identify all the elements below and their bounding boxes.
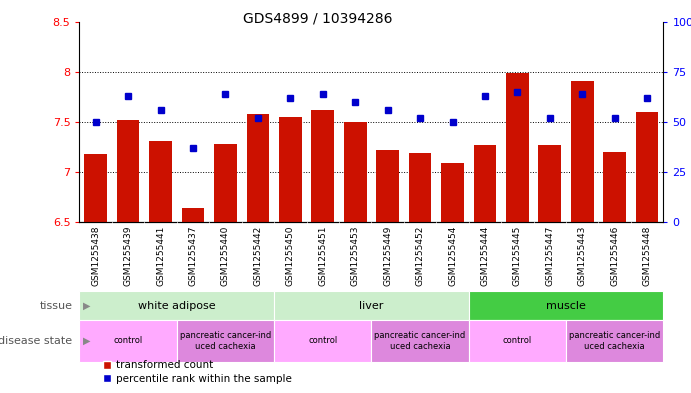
Text: muscle: muscle <box>546 301 586 310</box>
Text: ▶: ▶ <box>83 301 91 310</box>
Bar <box>117 120 140 222</box>
Text: GSM1255450: GSM1255450 <box>286 226 295 286</box>
Bar <box>377 150 399 222</box>
Text: GSM1255452: GSM1255452 <box>415 226 424 286</box>
Text: GSM1255453: GSM1255453 <box>351 226 360 286</box>
Text: control: control <box>113 336 143 345</box>
Bar <box>441 163 464 222</box>
Text: GSM1255443: GSM1255443 <box>578 226 587 286</box>
Bar <box>372 320 468 362</box>
Bar <box>84 154 107 222</box>
Legend: transformed count, percentile rank within the sample: transformed count, percentile rank withi… <box>99 356 296 388</box>
Bar <box>274 291 468 320</box>
Text: GSM1255445: GSM1255445 <box>513 226 522 286</box>
Text: control: control <box>503 336 532 345</box>
Text: GSM1255454: GSM1255454 <box>448 226 457 286</box>
Bar <box>177 320 274 362</box>
Text: GSM1255437: GSM1255437 <box>189 226 198 286</box>
Text: GSM1255451: GSM1255451 <box>319 226 328 286</box>
Text: pancreatic cancer-ind
uced cachexia: pancreatic cancer-ind uced cachexia <box>569 331 661 351</box>
Text: GSM1255439: GSM1255439 <box>124 226 133 286</box>
Bar <box>344 122 366 222</box>
Text: GSM1255448: GSM1255448 <box>643 226 652 286</box>
Text: GSM1255447: GSM1255447 <box>545 226 554 286</box>
Bar <box>566 320 663 362</box>
Bar <box>247 114 269 222</box>
Bar <box>538 145 561 222</box>
Bar <box>274 320 372 362</box>
Bar <box>312 110 334 222</box>
Bar <box>149 141 172 222</box>
Bar <box>506 73 529 222</box>
Text: GSM1255442: GSM1255442 <box>254 226 263 286</box>
Bar <box>571 81 594 222</box>
Bar <box>279 117 302 222</box>
Text: pancreatic cancer-ind
uced cachexia: pancreatic cancer-ind uced cachexia <box>180 331 271 351</box>
Text: control: control <box>308 336 337 345</box>
Text: ▶: ▶ <box>83 336 91 346</box>
Text: tissue: tissue <box>39 301 73 310</box>
Text: white adipose: white adipose <box>138 301 216 310</box>
Bar <box>79 320 177 362</box>
Bar <box>473 145 496 222</box>
Text: GSM1255449: GSM1255449 <box>383 226 392 286</box>
Bar <box>603 152 626 222</box>
Bar <box>468 320 566 362</box>
Bar <box>79 291 274 320</box>
Text: pancreatic cancer-ind
uced cachexia: pancreatic cancer-ind uced cachexia <box>375 331 466 351</box>
Bar <box>214 144 237 222</box>
Text: liver: liver <box>359 301 384 310</box>
Text: GSM1255444: GSM1255444 <box>480 226 489 286</box>
Text: GSM1255446: GSM1255446 <box>610 226 619 286</box>
Text: GSM1255438: GSM1255438 <box>91 226 100 286</box>
Bar <box>408 153 431 222</box>
Text: GSM1255441: GSM1255441 <box>156 226 165 286</box>
Text: GSM1255440: GSM1255440 <box>221 226 230 286</box>
Text: disease state: disease state <box>0 336 73 346</box>
Bar <box>182 208 205 222</box>
Bar <box>636 112 659 222</box>
Bar <box>468 291 663 320</box>
Text: GDS4899 / 10394286: GDS4899 / 10394286 <box>243 12 392 26</box>
